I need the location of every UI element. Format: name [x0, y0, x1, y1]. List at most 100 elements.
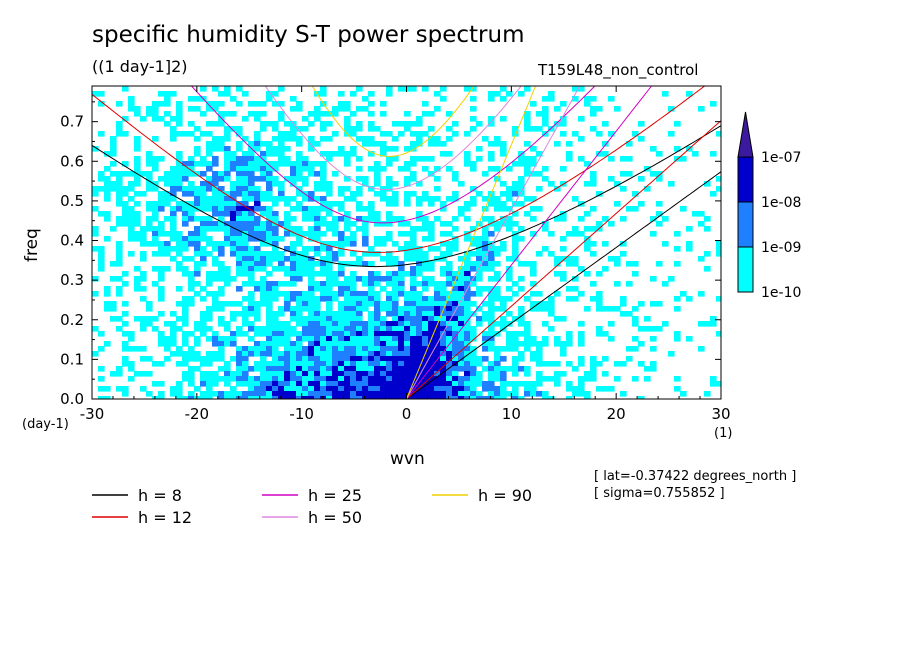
spectrum-cell	[224, 161, 231, 167]
spectrum-cell	[452, 171, 459, 177]
spectrum-cell	[206, 326, 213, 332]
spectrum-cell	[338, 361, 345, 367]
spectrum-cell	[470, 281, 477, 287]
spectrum-cell	[392, 156, 399, 162]
spectrum-cell	[224, 236, 231, 242]
spectrum-cell	[248, 346, 255, 352]
spectrum-cell	[206, 151, 213, 157]
spectrum-cell	[344, 331, 351, 337]
spectrum-cell	[344, 306, 351, 312]
spectrum-cell	[404, 246, 411, 252]
spectrum-cell	[182, 201, 189, 207]
spectrum-cell	[182, 211, 189, 217]
spectrum-cell	[158, 251, 165, 257]
spectrum-cell	[344, 316, 351, 322]
spectrum-cell	[578, 291, 585, 297]
spectrum-cell	[440, 151, 447, 157]
spectrum-cell	[236, 126, 243, 132]
spectrum-cell	[410, 251, 417, 257]
spectrum-cell	[404, 271, 411, 277]
spectrum-cell	[326, 396, 333, 399]
spectrum-cell	[302, 156, 309, 162]
spectrum-cell	[266, 381, 273, 387]
spectrum-cell	[248, 181, 255, 187]
spectrum-cell	[290, 126, 297, 132]
spectrum-cell	[410, 386, 417, 392]
spectrum-cell	[482, 136, 489, 142]
spectrum-cell	[482, 226, 489, 232]
spectrum-cell	[482, 256, 489, 262]
spectrum-cell	[254, 341, 261, 347]
spectrum-cell	[206, 226, 213, 232]
spectrum-cell	[212, 261, 219, 267]
spectrum-cell	[236, 206, 243, 212]
spectrum-cell	[218, 291, 225, 297]
spectrum-cell	[188, 296, 195, 302]
spectrum-cell	[218, 251, 225, 257]
spectrum-cell	[428, 341, 435, 347]
spectrum-cell	[236, 171, 243, 177]
spectrum-cell	[416, 291, 423, 297]
spectrum-cell	[458, 331, 465, 337]
spectrum-cell	[128, 206, 135, 212]
spectrum-cell	[344, 156, 351, 162]
spectrum-cell	[290, 176, 297, 182]
spectrum-cell	[320, 231, 327, 237]
spectrum-cell	[458, 306, 465, 312]
spectrum-cell	[494, 391, 501, 397]
spectrum-cell	[116, 126, 123, 132]
spectrum-cell	[440, 96, 447, 102]
spectrum-cell	[536, 186, 543, 192]
spectrum-cell	[140, 371, 147, 377]
spectrum-cell	[536, 206, 543, 212]
spectrum-cell	[386, 336, 393, 342]
spectrum-cell	[278, 331, 285, 337]
spectrum-cell	[266, 91, 273, 97]
spectrum-cell	[200, 111, 207, 117]
spectrum-cell	[320, 356, 327, 362]
spectrum-cell	[434, 176, 441, 182]
spectrum-cell	[470, 196, 477, 202]
spectrum-cell	[500, 96, 507, 102]
spectrum-cell	[440, 271, 447, 277]
spectrum-cell	[452, 341, 459, 347]
spectrum-cell	[182, 166, 189, 172]
spectrum-cell	[410, 271, 417, 277]
spectrum-cell	[464, 321, 471, 327]
spectrum-cell	[212, 331, 219, 337]
spectrum-cell	[536, 111, 543, 117]
spectrum-cell	[134, 346, 141, 352]
spectrum-cell	[332, 386, 339, 392]
spectrum-cell	[350, 146, 357, 152]
spectrum-cell	[194, 196, 201, 202]
spectrum-cell	[674, 246, 681, 252]
spectrum-cell	[374, 331, 381, 337]
spectrum-cell	[356, 201, 363, 207]
spectrum-cell	[464, 276, 471, 282]
spectrum-cell	[524, 86, 531, 92]
spectrum-cell	[164, 121, 171, 127]
spectrum-cell	[506, 381, 513, 387]
spectrum-cell	[320, 266, 327, 272]
spectrum-cell	[266, 226, 273, 232]
spectrum-cell	[392, 386, 399, 392]
spectrum-cell	[254, 216, 261, 222]
spectrum-cell	[326, 256, 333, 262]
spectrum-cell	[104, 181, 111, 187]
spectrum-cell	[440, 376, 447, 382]
spectrum-cell	[284, 331, 291, 337]
spectrum-cell	[248, 176, 255, 182]
spectrum-cell	[440, 341, 447, 347]
spectrum-cell	[572, 131, 579, 137]
spectrum-cell	[362, 176, 369, 182]
spectrum-cell	[686, 226, 693, 232]
spectrum-cell	[446, 301, 453, 307]
spectrum-cell	[266, 196, 273, 202]
spectrum-cell	[320, 316, 327, 322]
spectrum-cell	[356, 376, 363, 382]
spectrum-cell	[104, 176, 111, 182]
spectrum-cell	[224, 326, 231, 332]
spectrum-cell	[206, 351, 213, 357]
spectrum-cell	[248, 166, 255, 172]
spectrum-cell	[458, 341, 465, 347]
